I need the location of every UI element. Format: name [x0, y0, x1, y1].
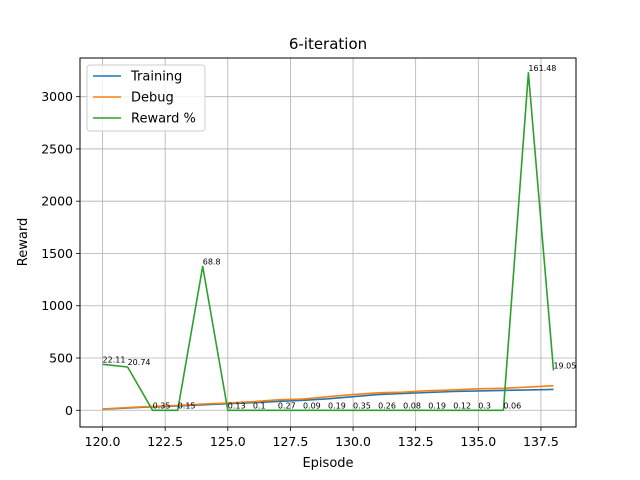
data-labels: 22.11 20.74 0.35 0.15 68.8 0.13 0.1 0.27 0.09 0.1… — [103, 64, 577, 410]
y-tick-label: 500 — [49, 351, 73, 366]
x-tick-label: 122.5 — [147, 434, 183, 449]
chart-title: 6-iteration — [289, 35, 367, 53]
legend-label: Debug — [131, 91, 174, 106]
data-label: 0.35 — [353, 401, 371, 410]
data-label: 68.8 — [203, 257, 221, 266]
series-lines — [102, 72, 555, 412]
data-label: 22.11 — [103, 355, 126, 364]
x-tick-label: 137.5 — [523, 434, 559, 449]
data-label: 0.15 — [178, 401, 196, 410]
y-tick-label: 2000 — [41, 194, 73, 209]
plot-area-frame — [79, 57, 577, 428]
y-tick-label: 0 — [65, 403, 73, 418]
x-tick-label: 135.0 — [460, 434, 496, 449]
legend: Training Debug Reward % — [86, 64, 206, 132]
y-tick-label: 1000 — [41, 298, 73, 313]
data-label: 20.74 — [128, 358, 151, 367]
x-tick-label: 120.0 — [85, 434, 121, 449]
legend-label: Training — [130, 70, 182, 85]
y-tick-label: 3000 — [41, 89, 73, 104]
x-axis-label: Episode — [302, 456, 353, 471]
x-tick-label: 132.5 — [398, 434, 434, 449]
data-label: 19.05 — [553, 361, 576, 370]
data-label: 0.13 — [228, 401, 246, 410]
data-label: 0.1 — [253, 401, 266, 410]
legend-label: Reward % — [131, 112, 196, 127]
x-tick-label: 127.5 — [273, 434, 309, 449]
series-line-debug — [102, 384, 554, 410]
y-axis-label: Reward — [16, 218, 31, 266]
x-tick-label: 125.0 — [210, 434, 246, 449]
data-label: 0.06 — [503, 401, 521, 410]
y-tick-label: 1500 — [41, 246, 73, 261]
data-label: 0.12 — [453, 401, 471, 410]
x-tick-label: 130.0 — [335, 434, 371, 449]
series-line-reward — [102, 72, 555, 412]
data-label: 0.08 — [403, 401, 421, 410]
y-axis-ticks: 0 500 1000 1500 2000 2500 3000 — [41, 89, 80, 418]
data-label: 0.26 — [378, 401, 396, 410]
data-label: 0.19 — [428, 401, 446, 410]
x-axis-ticks: 120.0 122.5 125.0 127.5 130.0 132.5 135.0 137.5 — [85, 427, 559, 449]
data-label: 0.35 — [153, 401, 171, 410]
data-label: 161.48 — [528, 64, 556, 73]
data-label: 0.19 — [328, 401, 346, 410]
data-label: 0.3 — [478, 401, 491, 410]
data-label: 0.27 — [278, 401, 296, 410]
legend-box — [86, 64, 206, 132]
y-tick-label: 2500 — [41, 141, 73, 156]
data-label: 0.09 — [303, 401, 321, 410]
